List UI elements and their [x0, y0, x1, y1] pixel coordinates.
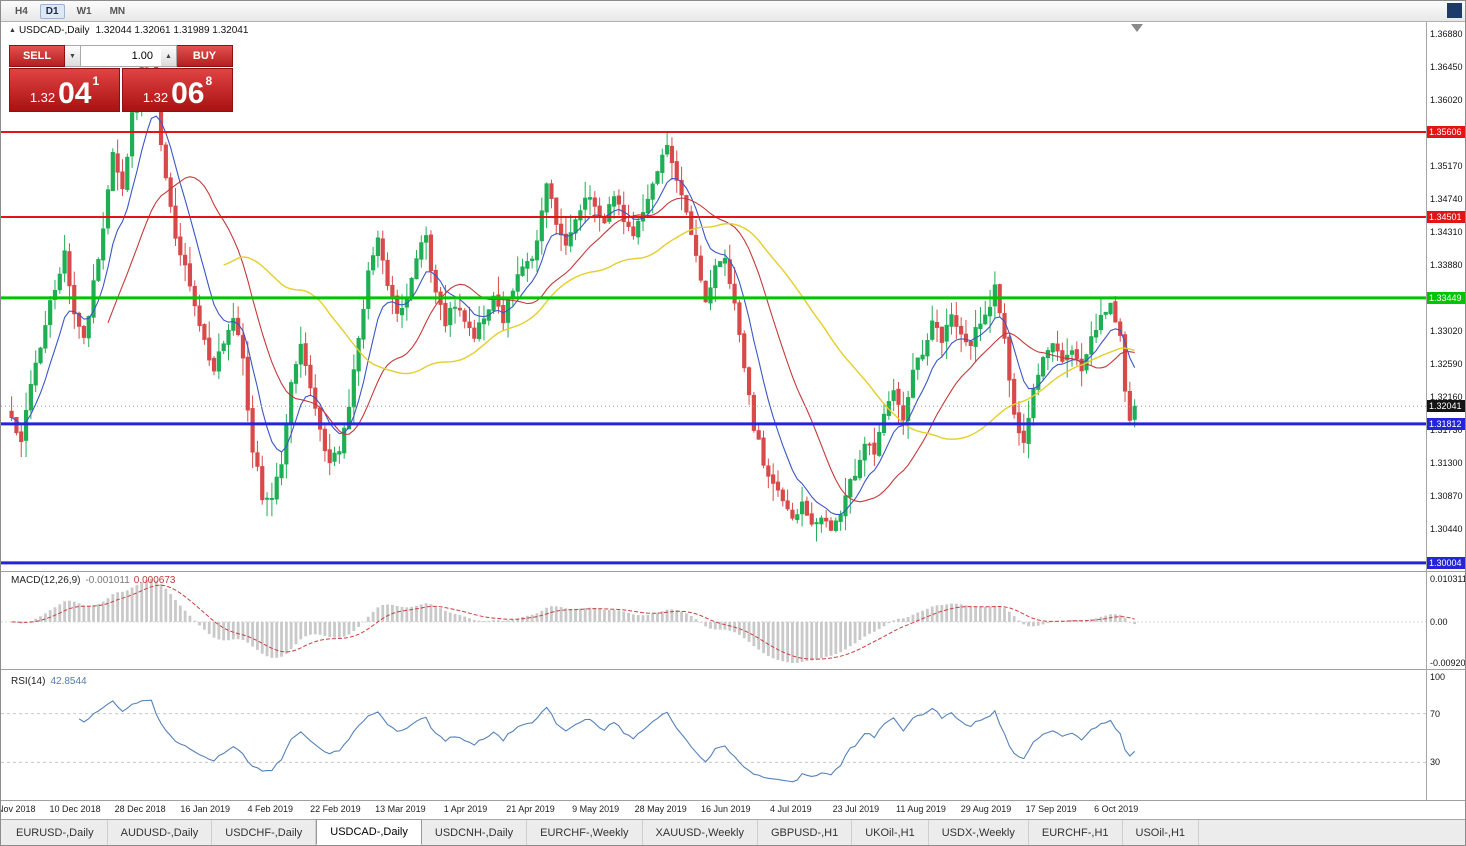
buy-price-prefix: 1.32: [142, 90, 169, 105]
timeframe-button-D1[interactable]: D1: [39, 3, 65, 19]
sell-price-fraction: 1: [92, 74, 100, 88]
resistance-badge-2: 1.34501: [1427, 211, 1465, 223]
date-tick: 1 Apr 2019: [443, 804, 488, 814]
date-tick: 10 Dec 2018: [49, 804, 101, 814]
chart-tab-audusd-daily[interactable]: AUDUSD-,Daily: [108, 820, 213, 845]
date-tick: 13 Mar 2019: [375, 804, 426, 814]
macd-name: MACD(12,26,9): [11, 575, 81, 586]
support-badge-green: 1.33449: [1427, 291, 1465, 304]
chart-tab-usdchf-daily[interactable]: USDCHF-,Daily: [212, 820, 317, 845]
chart-tab-eurchf-weekly[interactable]: EURCHF-,Weekly: [527, 820, 643, 845]
price-tick: 1.36020: [1430, 95, 1463, 106]
sell-button[interactable]: SELL: [9, 45, 65, 67]
chart-tab-eurusd-daily[interactable]: EURUSD-,Daily: [3, 820, 108, 845]
buy-price-display[interactable]: 1.32 06 8: [122, 68, 233, 112]
rsi-line: [78, 699, 1136, 783]
macd-indicator-label: MACD(12,26,9) -0.001011 0.000673: [11, 575, 175, 586]
chart-symbol-label: USDCAD-,Daily: [18, 25, 90, 36]
date-tick: 6 Oct 2019: [1094, 804, 1139, 814]
timeframe-button-MN[interactable]: MN: [109, 5, 126, 17]
price-tick: 1.30440: [1430, 524, 1463, 535]
date-tick: 4 Jul 2019: [770, 804, 812, 814]
date-tick: 11 Aug 2019: [896, 804, 946, 814]
volume-input[interactable]: 1.00: [81, 45, 161, 67]
price-tick: 1.36450: [1430, 62, 1463, 73]
moving-average-45: [223, 222, 1135, 440]
rsi-axis-70: 70: [1430, 708, 1441, 719]
macd-signal-line: [11, 584, 1135, 660]
timeframe-button-H4[interactable]: H4: [15, 5, 28, 17]
price-tick: 1.34310: [1430, 226, 1463, 237]
corner-box: [1447, 3, 1462, 18]
price-tick: 1.31730: [1430, 425, 1463, 436]
chart-title: ▲ USDCAD-,Daily 1.32044 1.32061 1.31989 1.…: [9, 25, 248, 36]
chart-tab-ukoil-h1[interactable]: UKOil-,H1: [852, 820, 929, 845]
rsi-name: RSI(14): [11, 676, 46, 687]
price-tick: 1.33020: [1430, 325, 1463, 336]
macd-main-value: -0.001011: [85, 575, 130, 586]
date-tick: 16 Jan 2019: [180, 804, 230, 814]
chart-ohlc-values: 1.32044 1.32061 1.31989 1.32041: [95, 25, 249, 36]
price-tick: 1.30870: [1430, 491, 1463, 502]
chart-tab-xauusd-weekly[interactable]: XAUUSD-,Weekly: [643, 820, 758, 845]
chart-tabs-bar: EURUSD-,Daily AUDUSD-,Daily USDCHF-,Daily U…: [1, 819, 1465, 845]
support-badge-blue-2: 1.30004: [1427, 556, 1465, 569]
expand-chart-icon[interactable]: ▲: [9, 27, 16, 34]
sell-price-display[interactable]: 1.32 04 1: [9, 68, 120, 112]
price-tick: 1.32590: [1430, 359, 1463, 369]
price-tick: 1.34740: [1430, 193, 1463, 204]
chart-tab-usdcnh-daily[interactable]: USDCNH-,Daily: [422, 820, 528, 845]
buy-price-pips: 06: [171, 77, 205, 110]
buy-button[interactable]: BUY: [177, 45, 233, 67]
rsi-axis-100: 100: [1430, 672, 1446, 682]
moving-average-21: [107, 176, 1135, 503]
chart-tab-usoil-h1[interactable]: USOil-,H1: [1123, 820, 1200, 845]
rsi-value: 42.8544: [50, 676, 87, 687]
macd-axis-max: 0.010311: [1430, 574, 1466, 584]
chart-tab-usdcad-daily[interactable]: USDCAD-,Daily: [316, 819, 422, 845]
support-badge-blue-1: 1.31812: [1427, 417, 1465, 430]
moving-average-9: [11, 115, 1136, 515]
date-tick: 29 Aug 2019: [960, 804, 1012, 814]
timeframe-toolbar: H4 D1 W1 MN: [1, 1, 1465, 22]
date-tick: 17 Sep 2019: [1025, 804, 1077, 814]
chart-tab-usdx-weekly[interactable]: USDX-,Weekly: [929, 820, 1029, 845]
macd-signal-value: 0.000673: [133, 575, 176, 586]
date-tick: 22 Feb 2019: [310, 804, 361, 814]
price-tick: 1.36880: [1430, 29, 1463, 39]
date-tick: 21 Nov 2018: [1, 804, 36, 814]
volume-decrease-button[interactable]: ▼: [65, 45, 81, 67]
rsi-axis-30: 30: [1430, 757, 1441, 768]
sell-price-prefix: 1.32: [29, 90, 56, 105]
chart-tab-eurchf-h1[interactable]: EURCHF-,H1: [1029, 820, 1123, 845]
sell-price-pips: 04: [58, 77, 92, 110]
current-price-badge: 1.32041: [1427, 400, 1465, 413]
date-tick: 16 Jun 2019: [700, 804, 751, 814]
date-tick: 23 Jul 2019: [832, 804, 880, 814]
macd-axis-min: -0.009203: [1430, 658, 1466, 668]
price-tick: 1.31300: [1430, 458, 1463, 469]
rsi-indicator-label: RSI(14) 42.8544: [11, 676, 87, 687]
chart-tab-gbpusd-h1[interactable]: GBPUSD-,H1: [758, 820, 853, 845]
price-tick: 1.35170: [1430, 160, 1463, 171]
price-tick: 1.33880: [1430, 259, 1463, 270]
date-tick: 4 Feb 2019: [247, 804, 294, 814]
date-tick: 28 Dec 2018: [114, 804, 166, 814]
price-tick: 1.32160: [1430, 392, 1463, 403]
resistance-badge-1: 1.35606: [1427, 126, 1465, 138]
date-tick: 9 May 2019: [572, 804, 620, 814]
volume-increase-button[interactable]: ▲: [161, 45, 177, 67]
buy-price-fraction: 8: [205, 74, 213, 88]
one-click-trading-panel: SELL ▼ 1.00 ▲ BUY 1.32 04 1 1.32 06 8: [9, 45, 233, 112]
date-tick: 21 Apr 2019: [506, 804, 555, 814]
macd-histogram: [10, 579, 1137, 663]
candles-layer: [9, 45, 1137, 542]
chart-shift-marker-icon[interactable]: [1131, 24, 1143, 32]
date-tick: 28 May 2019: [634, 804, 687, 814]
macd-axis-zero: 0.00: [1430, 616, 1448, 627]
timeframe-button-W1[interactable]: W1: [76, 5, 92, 17]
